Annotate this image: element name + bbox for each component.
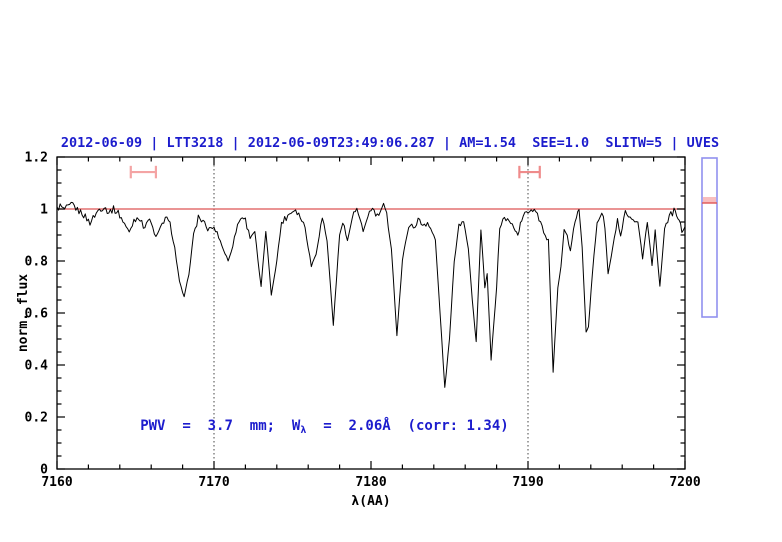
gauge-box xyxy=(701,157,718,318)
interval-marker xyxy=(518,165,541,179)
interval-marker xyxy=(129,165,158,179)
side-gauge xyxy=(701,157,718,318)
y-tick-label: 0.8 xyxy=(25,255,49,270)
spectrum-series xyxy=(56,201,686,388)
y-tick-label: 1 xyxy=(40,203,48,218)
pwv-annotation-suffix: = 2.06Å (corr: 1.34) xyxy=(306,417,508,434)
x-tick-label: 7160 xyxy=(41,475,72,490)
telluric-spectrum xyxy=(56,201,686,388)
y-tick-label: 0 xyxy=(40,463,48,478)
plot-title: 2012-06-09 | LTT3218 | 2012-06-09T23:49:… xyxy=(61,135,719,151)
x-axis-title: λ(AA) xyxy=(351,494,390,509)
y-tick-label: 0.6 xyxy=(25,307,49,322)
axis-ticks: 7160 7170 7180 7190 7200 0 0.2 0.4 0.6 0.8 1 1.2 xyxy=(25,151,701,491)
y-tick-label: 0.4 xyxy=(25,359,49,374)
pwv-annotation-prefix: PWV = 3.7 mm; W xyxy=(140,418,301,434)
x-tick-label: 7200 xyxy=(669,475,700,490)
pwv-annotation-subscript: λ xyxy=(300,425,306,436)
gauge-band xyxy=(703,197,716,203)
x-tick-label: 7180 xyxy=(355,475,386,490)
interval-markers-group xyxy=(129,165,541,179)
y-axis-title: norm. flux xyxy=(16,274,31,352)
x-tick-label: 7190 xyxy=(512,475,543,490)
pwv-annotation: PWV = 3.7 mm; Wλ = 2.06Å (corr: 1.34) xyxy=(140,417,508,436)
x-tick-label: 7170 xyxy=(198,475,229,490)
y-tick-label: 0.2 xyxy=(25,411,48,426)
y-tick-label: 1.2 xyxy=(25,151,48,166)
